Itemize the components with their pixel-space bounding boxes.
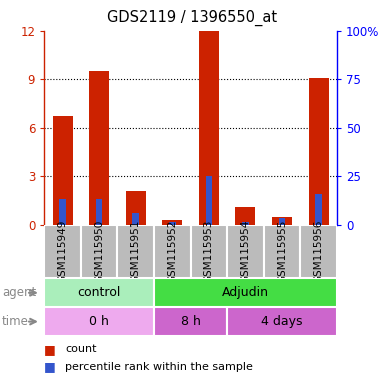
Text: ■: ■ — [44, 360, 56, 373]
Bar — [272, 217, 292, 225]
Text: percentile rank within the sample: percentile rank within the sample — [65, 362, 253, 372]
Bar — [154, 307, 227, 336]
Bar — [52, 116, 73, 225]
Bar — [89, 71, 109, 225]
Text: GSM115956: GSM115956 — [314, 220, 323, 283]
Bar — [315, 194, 322, 225]
Bar — [264, 225, 300, 278]
Bar — [154, 225, 191, 278]
Bar — [300, 225, 337, 278]
Bar — [126, 191, 146, 225]
Bar — [227, 225, 264, 278]
Bar — [96, 199, 102, 225]
Bar — [206, 176, 212, 225]
Text: GSM115954: GSM115954 — [241, 220, 250, 283]
Text: Adjudin: Adjudin — [222, 286, 269, 299]
Bar — [235, 207, 256, 225]
Text: 8 h: 8 h — [181, 315, 201, 328]
Bar — [199, 31, 219, 225]
Bar — [44, 307, 154, 336]
Bar — [308, 78, 329, 225]
Text: 4 days: 4 days — [261, 315, 303, 328]
Text: ■: ■ — [44, 343, 56, 356]
Bar — [169, 222, 176, 225]
Text: GDS2119 / 1396550_at: GDS2119 / 1396550_at — [107, 10, 278, 26]
Bar — [81, 225, 117, 278]
Text: GSM115949: GSM115949 — [58, 220, 67, 283]
Bar — [162, 220, 182, 225]
Bar — [132, 213, 139, 225]
Text: GSM115950: GSM115950 — [94, 220, 104, 283]
Bar — [59, 199, 66, 225]
Bar — [242, 222, 249, 225]
Text: GSM115953: GSM115953 — [204, 220, 214, 283]
Bar — [117, 225, 154, 278]
Text: GSM115955: GSM115955 — [277, 220, 287, 283]
Text: 0 h: 0 h — [89, 315, 109, 328]
Bar — [154, 278, 337, 307]
Bar — [279, 218, 285, 225]
Text: time: time — [2, 315, 29, 328]
Text: agent: agent — [2, 286, 36, 299]
Bar — [44, 225, 81, 278]
Text: GSM115951: GSM115951 — [131, 220, 141, 283]
Text: control: control — [77, 286, 121, 299]
Bar — [191, 225, 227, 278]
Text: count: count — [65, 344, 97, 354]
Bar — [227, 307, 337, 336]
Text: GSM115952: GSM115952 — [167, 220, 177, 283]
Bar — [44, 278, 154, 307]
